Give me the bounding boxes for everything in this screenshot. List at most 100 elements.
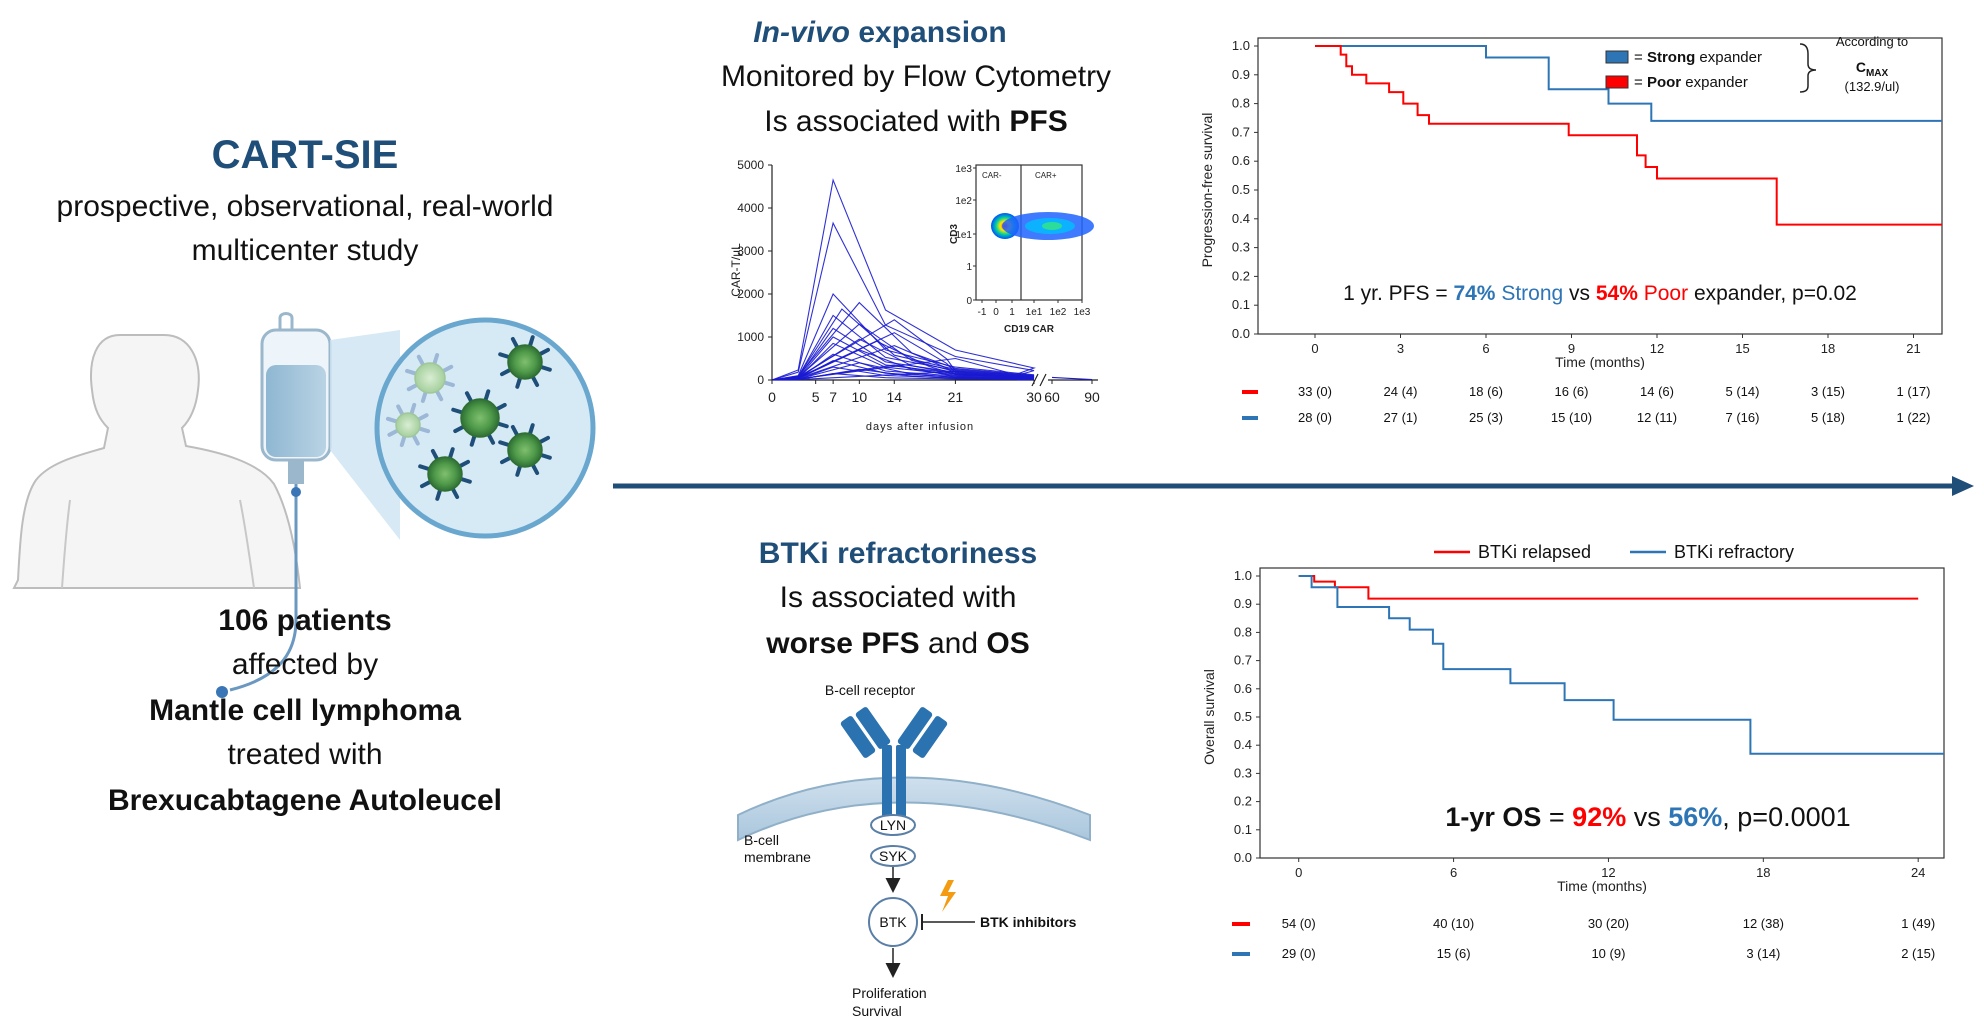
km-ytick: 0.5 (1234, 709, 1252, 724)
cart-cell-icon (498, 335, 552, 389)
risk-cell-strong: 27 (1) (1384, 410, 1418, 425)
km-ylabel: Overall survival (1201, 669, 1217, 765)
km-ytick: 1.0 (1234, 568, 1252, 583)
cart-cell-icon (405, 353, 455, 403)
risk-cell-poor: 24 (4) (1384, 384, 1418, 399)
lyn-label: LYN (880, 817, 906, 833)
risk-cell-poor: 16 (6) (1555, 384, 1589, 399)
risk-cell-relapsed: 54 (0) (1282, 916, 1316, 931)
km-ytick: 0.3 (1234, 765, 1252, 780)
km-xtick: 12 (1650, 341, 1664, 356)
exp-xtick: 21 (948, 389, 964, 405)
risk-cell-poor: 3 (15) (1811, 384, 1845, 399)
expansion-title: In-vivo expansion (753, 16, 1006, 49)
legend-label-relapsed: BTKi relapsed (1478, 542, 1591, 562)
cart-cell-icon (418, 447, 472, 501)
km-ytick: 0.5 (1232, 182, 1250, 197)
study-title: CART-SIE (212, 133, 399, 177)
km-xtick: 9 (1568, 341, 1575, 356)
risk-cell-strong: 1 (22) (1897, 410, 1931, 425)
risk-cell-refractory: 2 (15) (1901, 946, 1935, 961)
btk-label: BTK (879, 914, 907, 930)
km-xtick: 6 (1482, 341, 1489, 356)
km-curve-poor-expander (1315, 45, 1942, 226)
km-xlabel: Time (months) (1555, 354, 1645, 370)
km-xtick: 15 (1735, 341, 1749, 356)
km-ytick: 0.8 (1234, 624, 1252, 639)
expansion-line3: Is associated with PFS (764, 105, 1067, 138)
study-subtitle-line2: multicenter study (192, 234, 419, 267)
legend-cmax: CMAX (1856, 59, 1889, 79)
bcr-label: B-cell receptor (825, 682, 916, 698)
risk-cell-relapsed: 40 (10) (1433, 916, 1474, 931)
km-ytick: 0.0 (1232, 326, 1250, 341)
exp-ylabel: CAR-T/µL (729, 243, 743, 297)
risk-cell-strong: 5 (18) (1811, 410, 1845, 425)
km-xtick: 18 (1821, 341, 1835, 356)
risk-cell-poor: 14 (6) (1640, 384, 1674, 399)
km-xtick: 0 (1295, 865, 1302, 880)
proliferation-label: Proliferation (852, 985, 927, 1001)
km-xtick: 0 (1311, 341, 1318, 356)
exp-xtick: 7 (829, 389, 837, 405)
flow-xtick: 1e2 (1050, 307, 1067, 318)
km-ytick: 0.4 (1232, 211, 1250, 226)
risk-cell-refractory: 3 (14) (1746, 946, 1780, 961)
km-xtick: 12 (1601, 865, 1615, 880)
exp-xtick: 30 (1026, 389, 1042, 405)
exp-ytick: 2000 (737, 287, 764, 301)
exp-ytick: 5000 (737, 158, 764, 172)
cell-membrane (737, 776, 1091, 842)
km-ytick: 1.0 (1232, 38, 1250, 53)
km-ytick: 0.7 (1234, 653, 1252, 668)
legend-according: According to (1836, 34, 1908, 49)
km-ytick: 0.1 (1234, 822, 1252, 837)
cart-cell-icon (385, 402, 431, 448)
btki-line2: Is associated with (780, 581, 1017, 614)
km-ytick: 0.8 (1232, 96, 1250, 111)
timeline-arrow (613, 476, 1974, 496)
disease-name: Mantle cell lymphoma (149, 694, 461, 727)
legend-label-strong: = Strong expander (1634, 49, 1762, 66)
flow-xtick: -1 (978, 307, 987, 318)
flow-xtick: 1 (1009, 307, 1015, 318)
expansion-heading: In-vivo expansion Monitored by Flow Cyto… (721, 16, 1111, 138)
risk-cell-relapsed: 12 (38) (1743, 916, 1784, 931)
exp-xtick: 14 (886, 389, 902, 405)
btk-inhibitors-label: BTK inhibitors (980, 914, 1077, 930)
km-ytick: 0.3 (1232, 240, 1250, 255)
study-subtitle-line1: prospective, observational, real-world (57, 190, 554, 223)
patients-count: 106 patients (218, 604, 391, 637)
lightning-icon (940, 880, 956, 912)
risk-cell-relapsed: 30 (20) (1588, 916, 1629, 931)
btki-heading: BTKi refractoriness Is associated with w… (759, 537, 1037, 660)
affected-by: affected by (232, 648, 378, 681)
risk-cell-strong: 25 (3) (1469, 410, 1503, 425)
legend-label-poor: = Poor expander (1634, 74, 1748, 91)
risk-cell-strong: 7 (16) (1726, 410, 1760, 425)
km-xtick: 3 (1397, 341, 1404, 356)
km-ytick: 0.9 (1234, 596, 1252, 611)
study-description: CART-SIE prospective, observational, rea… (57, 133, 554, 267)
flow-ytick: 1e2 (955, 196, 972, 207)
patient-illustration (12, 334, 302, 589)
km-ytick: 0.7 (1232, 124, 1250, 139)
b-cell-receptor-icon (840, 707, 948, 823)
lyn-node (870, 814, 916, 836)
os-chart: 0.0 0.1 0.2 0.3 0.4 0.5 0.6 0.7 0.8 0.9 1.0 0 6 12 18 2… (1201, 542, 1945, 961)
flow-xtick: 1e3 (1074, 307, 1091, 318)
bcr-pathway-diagram: B-cell receptor LYN SYK B-cell membrane … (737, 682, 1091, 1019)
btki-line3: worse PFS and OS (765, 627, 1029, 660)
risk-cell-strong: 28 (0) (1298, 410, 1332, 425)
exp-ytick: 0 (757, 373, 764, 387)
risk-cell-relapsed: 1 (49) (1901, 916, 1935, 931)
pfs-annotation: 1 yr. PFS = 74% Strong vs 54% Poor expan… (1343, 282, 1857, 305)
exp-xtick: 0 (768, 389, 776, 405)
os-annotation: 1-yr OS = 92% vs 56%, p=0.0001 (1445, 802, 1850, 832)
cart-expansion-curve (771, 314, 1035, 381)
cart-expansion-curve (771, 373, 1035, 381)
exp-ytick: 3000 (737, 244, 764, 258)
flow-xlabel: CD19 CAR (1004, 324, 1055, 335)
